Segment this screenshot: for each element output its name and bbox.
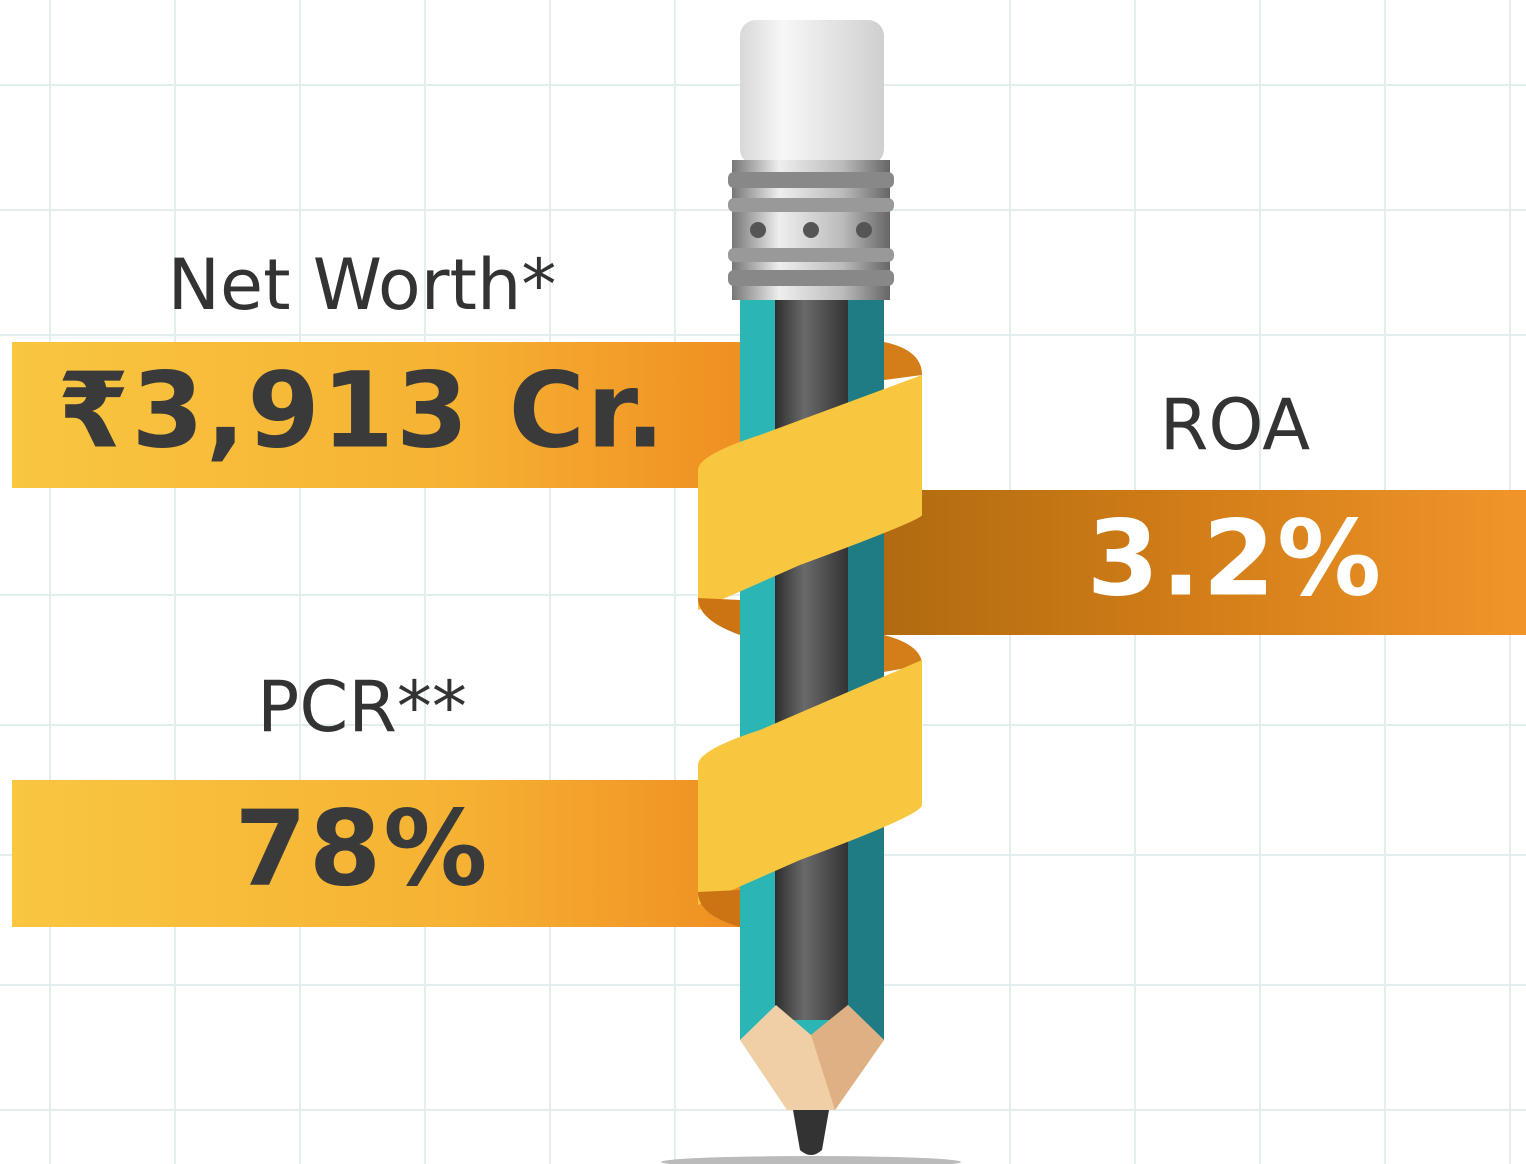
metric-value: ₹3,913 Cr. [57, 349, 667, 471]
infographic: Net Worth* ₹3,913 Cr. ROA 3.2% PCR** 78% [0, 0, 1526, 1164]
metric-label: Net Worth* [168, 244, 557, 326]
metric-value: 78% [235, 787, 490, 909]
metric-label: PCR** [257, 666, 467, 748]
metric-label: ROA [1160, 384, 1311, 466]
metric-value: 3.2% [1087, 497, 1383, 619]
